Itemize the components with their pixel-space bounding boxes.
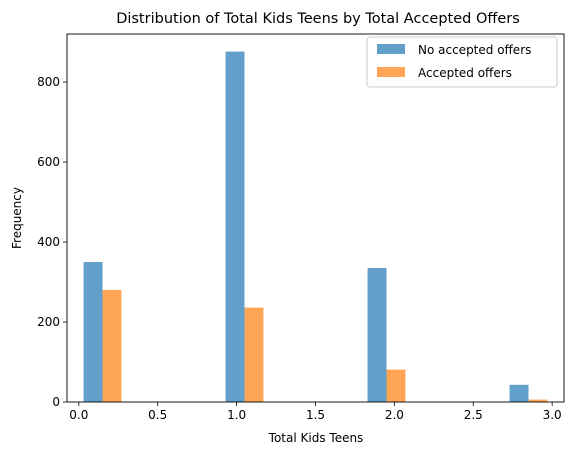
bar-no-accepted-3 bbox=[509, 384, 529, 402]
legend-swatch-no-accepted bbox=[377, 44, 405, 54]
legend-label-accepted: Accepted offers bbox=[418, 66, 512, 80]
chart-title: Distribution of Total Kids Teens by Tota… bbox=[116, 11, 520, 27]
x-tick-label-4: 2.0 bbox=[385, 408, 404, 422]
y-tick-label-4: 800 bbox=[37, 75, 60, 89]
y-axis: 0 200 400 600 800 bbox=[37, 75, 67, 409]
x-axis-label: Total Kids Teens bbox=[268, 431, 364, 445]
x-tick-label-6: 3.0 bbox=[543, 408, 562, 422]
x-tick-label-3: 1.5 bbox=[306, 408, 325, 422]
bar-no-accepted-0 bbox=[83, 262, 103, 402]
bars bbox=[83, 51, 548, 402]
bar-accepted-0 bbox=[102, 290, 122, 402]
legend: No accepted offers Accepted offers bbox=[366, 36, 558, 88]
bar-no-accepted-2 bbox=[367, 268, 387, 402]
y-tick-label-1: 200 bbox=[37, 315, 60, 329]
legend-swatch-accepted bbox=[377, 67, 405, 77]
y-tick-label-3: 600 bbox=[37, 155, 60, 169]
x-tick-label-5: 2.5 bbox=[464, 408, 483, 422]
y-tick-label-0: 0 bbox=[52, 395, 60, 409]
bar-no-accepted-1 bbox=[225, 51, 245, 402]
bar-accepted-1 bbox=[244, 307, 264, 402]
y-tick-label-2: 400 bbox=[37, 235, 60, 249]
y-axis-label: Frequency bbox=[10, 187, 24, 249]
x-tick-label-2: 1.0 bbox=[227, 408, 246, 422]
x-tick-label-0: 0.0 bbox=[69, 408, 88, 422]
x-tick-label-1: 0.5 bbox=[148, 408, 167, 422]
legend-label-no-accepted: No accepted offers bbox=[418, 43, 531, 57]
plot-frame bbox=[66, 33, 565, 403]
bar-accepted-2 bbox=[386, 369, 406, 402]
x-axis: 0.0 0.5 1.0 1.5 2.0 2.5 3.0 bbox=[69, 402, 562, 422]
legend-box bbox=[366, 36, 558, 88]
bar-accepted-3 bbox=[528, 399, 548, 402]
